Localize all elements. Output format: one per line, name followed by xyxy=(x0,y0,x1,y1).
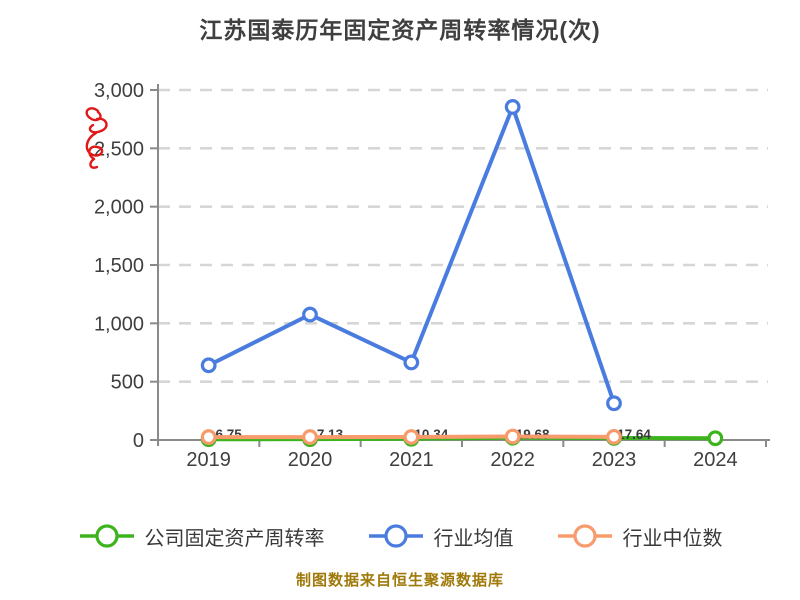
data-point-label: 7.13 xyxy=(317,427,344,442)
data-point-marker-industry_mean xyxy=(606,395,622,412)
legend-label-industry-mean: 行业均值 xyxy=(433,527,514,550)
legend: 公司固定资产周转率 行业均值 行业中位数 xyxy=(0,512,800,560)
y-tick-label: 2,500 xyxy=(94,138,144,160)
legend-label-company: 公司固定资产周转率 xyxy=(144,527,325,550)
legend-item-company: 公司固定资产周转率 xyxy=(78,522,325,551)
data-point-marker-company xyxy=(707,430,724,447)
y-tick-label: 1,500 xyxy=(94,255,144,277)
x-axis-label: 2022 xyxy=(490,449,535,471)
data-point-marker-industry_median xyxy=(200,429,217,445)
red-scribble-mark xyxy=(85,107,108,169)
x-axis-label: 2024 xyxy=(693,449,738,471)
data-point-label: 19.68 xyxy=(516,427,550,442)
data-point-label: 6.75 xyxy=(216,427,243,442)
data-point-marker-industry_median xyxy=(606,428,622,445)
data-point-marker-industry_median xyxy=(504,428,521,445)
chart-title: 江苏国泰历年固定资产周转率情况(次) xyxy=(199,17,601,43)
y-tick-label: 0 xyxy=(133,430,144,452)
data-point-marker-industry_mean xyxy=(504,99,521,115)
x-axis-label: 2021 xyxy=(389,449,434,471)
industry-median-series-legend-marker-icon xyxy=(557,524,612,548)
data-point-label: 17.64 xyxy=(617,427,651,442)
x-axis-label: 2023 xyxy=(592,449,637,471)
data-source-note: 制图数据来自恒生聚源数据库 xyxy=(295,572,504,589)
x-axis-label: 2019 xyxy=(186,449,231,471)
y-tick-label: 500 xyxy=(111,372,144,394)
legend-item-industry-mean: 行业均值 xyxy=(367,522,514,551)
x-axis-label: 2020 xyxy=(288,449,333,471)
industry-mean-series-legend-marker-icon xyxy=(368,524,423,548)
y-tick-label: 1,000 xyxy=(94,313,144,335)
data-point-marker-industry_mean xyxy=(302,306,318,323)
plot-area: 0 500 1,000 1,500 2,000 2,500 3,000 2019 2020 202… xyxy=(85,80,770,471)
company-series-legend-marker-icon xyxy=(79,524,134,548)
legend-item-industry-median: 行业中位数 xyxy=(556,522,723,551)
data-point-marker-industry_median xyxy=(403,429,420,445)
y-tick-label: 3,000 xyxy=(94,80,144,102)
data-point-label: 10.34 xyxy=(414,427,448,442)
data-point-marker-industry_median xyxy=(302,429,318,445)
y-tick-label: 2,000 xyxy=(94,197,144,219)
legend-label-industry-median: 行业中位数 xyxy=(622,527,723,550)
data-point-marker-industry_mean xyxy=(403,354,420,371)
data-point-marker-industry_mean xyxy=(200,357,217,374)
